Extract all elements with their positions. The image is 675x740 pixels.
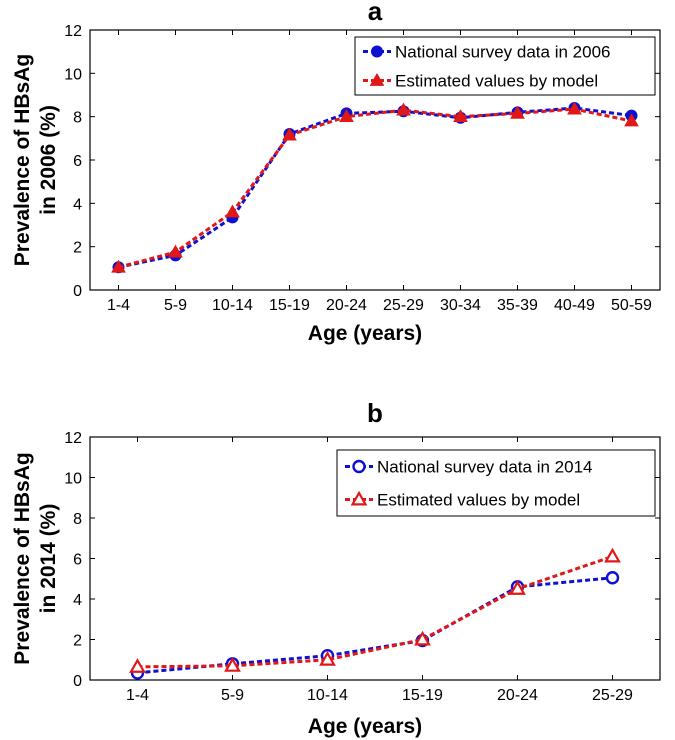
- data-point: [282, 127, 297, 141]
- chart-b: b 0 2 4 6 8 10 12 1-4 5-9 10-14 15-19 20-24 25-29 Age …: [11, 398, 661, 738]
- data-point: [339, 109, 354, 123]
- data-point: [225, 204, 240, 218]
- y-tick-label: 8: [73, 110, 82, 127]
- x-tick-label: 20-24: [326, 297, 367, 314]
- series-line: [118, 106, 632, 269]
- y-tick-label: 12: [64, 430, 82, 447]
- legend-swatch-marker: [369, 72, 385, 86]
- y-axis-label-line: in 2014 (%): [37, 504, 60, 614]
- chart-title: b: [367, 398, 383, 428]
- series-line: [118, 107, 632, 269]
- y-tick-label: 4: [73, 592, 82, 609]
- series-line: [137, 555, 613, 669]
- data-point: [605, 571, 620, 585]
- legend-swatch-marker: [352, 459, 366, 474]
- x-tick-label: 10-14: [307, 687, 348, 704]
- y-axis-label-line: Prevalence of HBsAg: [11, 54, 34, 266]
- x-tick-label: 30-34: [440, 297, 481, 314]
- x-tick-label: 25-29: [383, 297, 424, 314]
- data-point: [168, 244, 183, 258]
- x-tick-label: 1-4: [107, 297, 130, 314]
- data-point: [319, 651, 336, 666]
- y-tick-label: 0: [73, 283, 82, 300]
- legend: National survey data in 2006 Estimated va…: [354, 36, 656, 96]
- legend-swatch-marker: [371, 45, 383, 58]
- series-0: [130, 571, 620, 680]
- legend-label: Estimated values by model: [377, 491, 580, 510]
- data-point: [396, 102, 411, 116]
- y-tick-label: 12: [64, 23, 82, 40]
- x-tick-label: 35-39: [497, 297, 538, 314]
- legend-label: Estimated values by model: [395, 72, 598, 91]
- series-1: [111, 101, 639, 273]
- chart-title: a: [368, 0, 383, 26]
- y-axis-label-line: in 2006 (%): [37, 105, 60, 215]
- y-tick-label: 4: [73, 196, 82, 213]
- x-axis-label: Age (years): [308, 715, 422, 738]
- y-axis-label-line: Prevalence of HBsAg: [11, 452, 34, 664]
- data-point: [414, 630, 431, 646]
- x-tick-label: 10-14: [212, 297, 253, 314]
- y-tick-label: 6: [73, 153, 82, 170]
- data-point: [567, 101, 582, 115]
- series-line: [137, 576, 613, 675]
- y-tick-label: 0: [73, 673, 82, 690]
- y-tick-label: 6: [73, 552, 82, 569]
- data-point: [224, 657, 241, 672]
- series-0: [112, 102, 638, 274]
- data-point: [129, 658, 146, 673]
- y-tick-label: 2: [73, 240, 82, 257]
- legend-box: [336, 449, 656, 517]
- legend-box: [354, 36, 656, 96]
- x-tick-label: 1-4: [126, 687, 149, 704]
- y-tick-label: 10: [64, 471, 82, 488]
- y-tick-label: 10: [64, 66, 82, 83]
- x-tick-label: 50-59: [611, 297, 652, 314]
- legend-swatch-marker: [350, 490, 368, 506]
- x-tick-label: 20-24: [497, 687, 538, 704]
- data-point: [510, 105, 525, 119]
- x-tick-label: 25-29: [592, 687, 633, 704]
- series-1: [129, 547, 621, 673]
- y-tick-label: 8: [73, 511, 82, 528]
- x-tick-label: 15-19: [269, 297, 310, 314]
- y-tick-label: 2: [73, 633, 82, 650]
- data-point: [624, 113, 639, 127]
- x-tick-label: 40-49: [554, 297, 595, 314]
- x-tick-label: 15-19: [402, 687, 443, 704]
- data-point: [509, 580, 526, 595]
- x-axis-label: Age (years): [308, 322, 422, 345]
- legend-label: National survey data in 2006: [395, 43, 610, 62]
- data-point: [604, 547, 621, 563]
- x-tick-label: 5-9: [221, 687, 244, 704]
- chart-a: a 0 2 4 6 8 10 12 1-4 5-9 10-14 15-19 20-24 25-29 30-3…: [11, 0, 661, 345]
- data-point: [453, 109, 468, 123]
- legend-label: National survey data in 2014: [377, 458, 592, 477]
- x-tick-label: 5-9: [164, 297, 187, 314]
- legend: National survey data in 2014 Estimated va…: [336, 449, 656, 517]
- data-point: [111, 259, 126, 273]
